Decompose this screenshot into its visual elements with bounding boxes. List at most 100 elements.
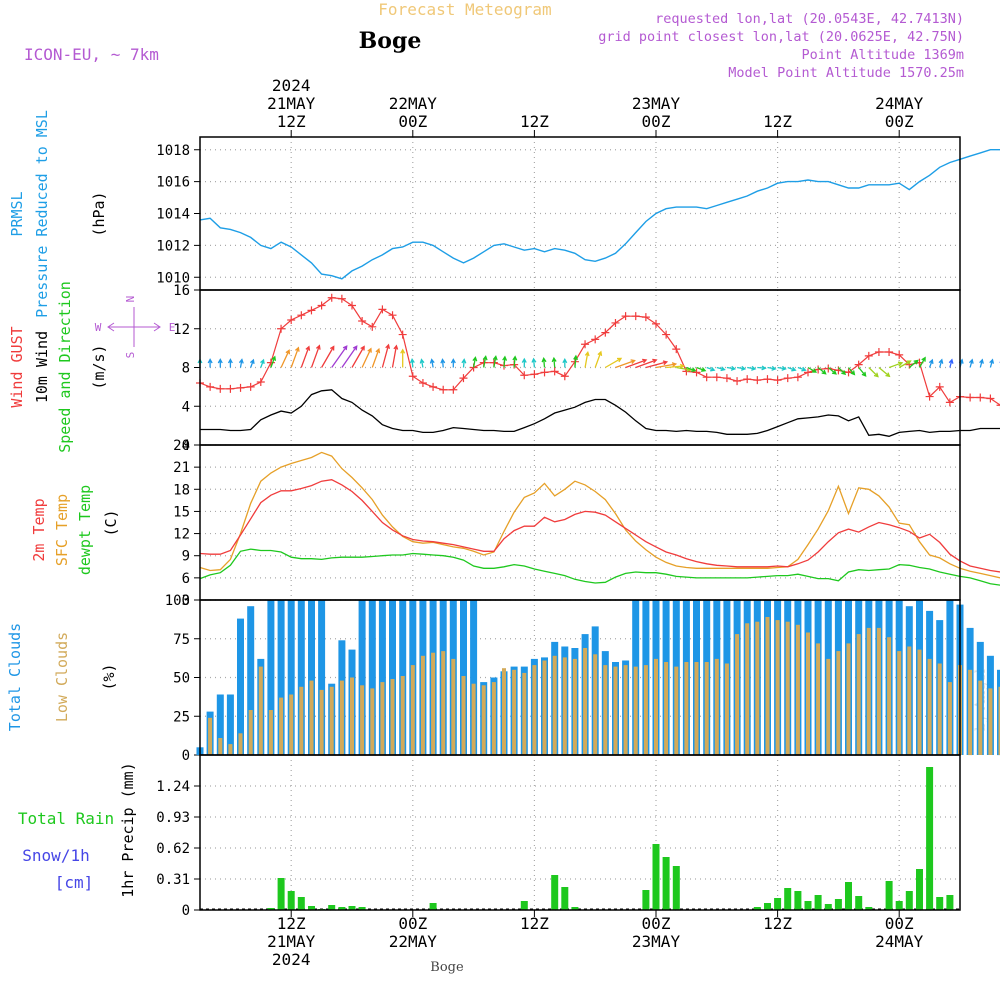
footer-station: Boge bbox=[430, 960, 464, 975]
gust-marker bbox=[722, 374, 731, 383]
gust-marker bbox=[854, 360, 863, 369]
gust-marker bbox=[986, 394, 995, 403]
y-tick-label: 0 bbox=[182, 438, 190, 454]
temp-2m-label: 2m Temp bbox=[30, 498, 48, 561]
low-cloud-bar bbox=[724, 663, 729, 755]
total-cloud-bar bbox=[308, 600, 315, 755]
time-label-top: 24MAY bbox=[875, 94, 924, 113]
wind-direction-arrow bbox=[472, 356, 478, 368]
y-tick-label: 1.24 bbox=[156, 779, 190, 795]
gust-marker bbox=[520, 371, 529, 380]
time-label-top: 23MAY bbox=[632, 94, 681, 113]
gust-marker bbox=[439, 385, 448, 394]
gust-marker bbox=[226, 384, 235, 393]
gust-marker bbox=[256, 378, 265, 387]
wind-direction-arrow bbox=[400, 348, 406, 368]
wind-direction-arrow bbox=[807, 366, 818, 373]
wind-direction-arrow bbox=[531, 357, 537, 368]
y-tick-label: 1010 bbox=[156, 270, 190, 286]
low-cloud-bar bbox=[897, 651, 902, 755]
time-label-bottom: 12Z bbox=[277, 914, 306, 933]
y-tick-label: 18 bbox=[173, 482, 190, 498]
low-cloud-bar bbox=[816, 643, 821, 755]
gust-marker bbox=[388, 311, 397, 320]
low-cloud-bar bbox=[248, 710, 253, 755]
precip-bar bbox=[338, 907, 346, 910]
low-cloud-bar bbox=[451, 658, 456, 755]
low-cloud-bar bbox=[512, 669, 517, 756]
wind-direction-arrow bbox=[227, 358, 233, 368]
total-cloud-bar bbox=[358, 600, 366, 755]
snow-unit-label: [cm] bbox=[55, 873, 94, 892]
gust-marker bbox=[266, 358, 275, 367]
gust-marker bbox=[753, 376, 762, 385]
wind-direction-arrow bbox=[655, 362, 678, 369]
wind-direction-arrow bbox=[541, 357, 547, 368]
total-rain-label: Total Rain bbox=[18, 809, 114, 828]
low-cloud-bar bbox=[370, 688, 375, 755]
wind-direction-arrow bbox=[938, 358, 944, 368]
low-cloud-bar bbox=[268, 710, 273, 755]
temp-2m-line bbox=[199, 479, 1000, 573]
time-label-bottom: 00Z bbox=[642, 914, 671, 933]
wind-direction-arrow bbox=[280, 349, 291, 368]
y-tick-label: 16 bbox=[173, 283, 190, 299]
gust-marker bbox=[327, 293, 336, 302]
gust-marker bbox=[743, 375, 752, 384]
compass-north: N bbox=[124, 296, 137, 303]
low-cloud-bar bbox=[866, 627, 871, 755]
low-cloud-bar bbox=[623, 665, 628, 755]
precip-bar bbox=[784, 888, 792, 910]
precip-bar bbox=[551, 875, 559, 910]
wind-direction-arrow bbox=[300, 345, 311, 368]
time-label-bottom: 22MAY bbox=[389, 932, 438, 951]
wind-direction-arrow bbox=[551, 356, 557, 368]
low-cloud-bar bbox=[806, 632, 810, 755]
wind-direction-arrow bbox=[625, 358, 648, 369]
gust-marker bbox=[804, 368, 812, 377]
precip-bar bbox=[561, 887, 569, 910]
gust-marker bbox=[530, 370, 539, 379]
low-cloud-bar bbox=[937, 663, 942, 755]
low-cloud-bar bbox=[329, 686, 334, 755]
gust-marker bbox=[398, 330, 407, 339]
low-cloud-bar bbox=[583, 648, 588, 755]
precip-bar bbox=[895, 901, 903, 910]
wind-direction-arrow bbox=[666, 363, 686, 369]
total-cloud-bar bbox=[277, 600, 285, 755]
low-cloud-bar bbox=[258, 666, 263, 755]
wind-direction-arrow bbox=[645, 360, 669, 369]
gust-label: Wind GUST bbox=[8, 326, 26, 407]
y-tick-label: 12 bbox=[173, 527, 190, 543]
gust-marker bbox=[216, 384, 225, 393]
pressure-msl-label: Pressure Reduced to MSL bbox=[33, 110, 51, 318]
precip-bar bbox=[297, 897, 305, 910]
time-label-top: 00Z bbox=[398, 112, 427, 131]
wind-direction-arrow bbox=[989, 358, 995, 368]
wind-speed-direction-label: Speed and Direction bbox=[56, 281, 74, 453]
gust-marker bbox=[631, 312, 640, 321]
low-cloud-bar bbox=[856, 634, 861, 755]
precip-bar bbox=[652, 844, 660, 910]
low-cloud-bar bbox=[562, 657, 567, 755]
low-cloud-bar bbox=[339, 680, 344, 755]
gust-marker bbox=[337, 294, 346, 303]
low-cloud-bar bbox=[542, 660, 547, 755]
low-cloud-bar bbox=[836, 651, 841, 755]
low-cloud-bar bbox=[218, 738, 223, 755]
precip-bar bbox=[267, 908, 275, 910]
time-label-bottom: 00Z bbox=[885, 914, 914, 933]
y-tick-label: 1016 bbox=[156, 175, 190, 191]
gust-marker bbox=[945, 398, 954, 407]
low-cloud-bar bbox=[400, 676, 405, 755]
low-cloud-bar bbox=[765, 617, 770, 755]
wind-direction-arrow bbox=[391, 344, 399, 368]
total-cloud-bar bbox=[247, 606, 255, 755]
wind-direction-arrow bbox=[686, 366, 697, 372]
pressure-panel: 1010 1012 1014 1016 1018 bbox=[156, 137, 1000, 290]
sfc-temp-label: SFC Temp bbox=[53, 494, 71, 566]
gust-marker bbox=[652, 319, 660, 328]
low-cloud-bar bbox=[714, 658, 719, 755]
gust-marker bbox=[712, 373, 721, 382]
